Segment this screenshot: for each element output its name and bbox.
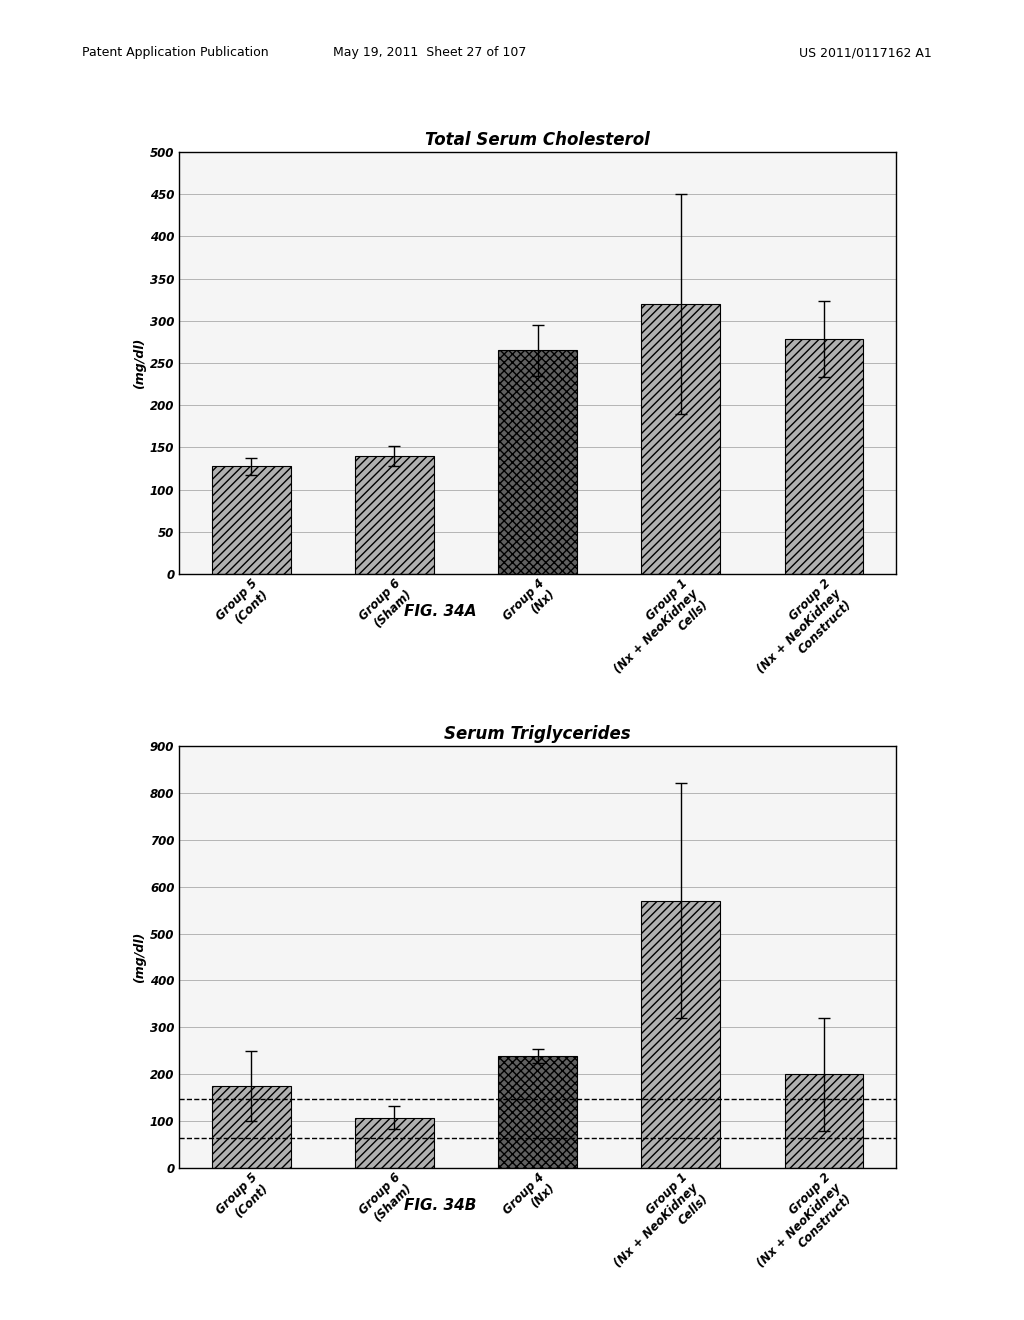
Text: Patent Application Publication: Patent Application Publication	[82, 46, 268, 59]
Bar	[212, 466, 291, 574]
Y-axis label: (mg/dl): (mg/dl)	[133, 338, 145, 388]
Bar	[355, 1118, 434, 1168]
Bar	[499, 1056, 577, 1168]
Bar	[355, 455, 434, 574]
Title: Total Serum Cholesterol: Total Serum Cholesterol	[425, 131, 650, 149]
Bar	[499, 350, 577, 574]
Bar	[784, 339, 863, 574]
Text: May 19, 2011  Sheet 27 of 107: May 19, 2011 Sheet 27 of 107	[334, 46, 526, 59]
Bar	[784, 1074, 863, 1168]
Text: FIG. 34B: FIG. 34B	[404, 1199, 476, 1213]
Bar	[641, 304, 720, 574]
Y-axis label: (mg/dl): (mg/dl)	[133, 932, 145, 982]
Title: Serum Triglycerides: Serum Triglycerides	[444, 725, 631, 743]
Bar	[641, 900, 720, 1168]
Bar	[212, 1086, 291, 1168]
Text: US 2011/0117162 A1: US 2011/0117162 A1	[799, 46, 932, 59]
Text: FIG. 34A: FIG. 34A	[404, 605, 476, 619]
